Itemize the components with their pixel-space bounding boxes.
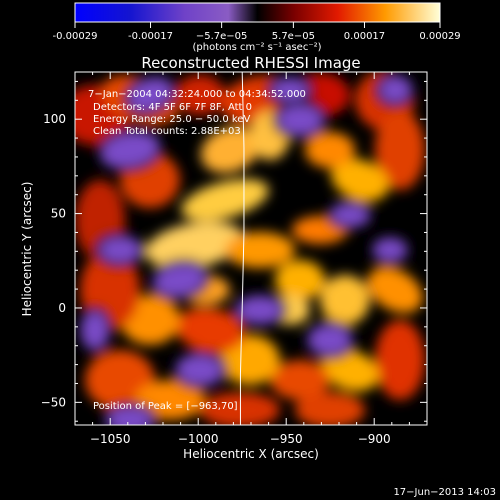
heatmap-positive-region — [175, 307, 245, 353]
heatmap-negative-region — [108, 408, 152, 425]
y-axis-label: Heliocentric Y (arcsec) — [20, 182, 34, 317]
annotation-energy: Energy Range: 25.0 − 50.0 keV — [93, 114, 250, 125]
heatmap-negative-region — [272, 80, 308, 100]
image-annotations: 7−Jan−2004 04:32:24.000 to 04:34:52.000 … — [88, 89, 306, 412]
y-tick-label: 50 — [51, 207, 66, 221]
solar-limb-line — [239, 72, 245, 425]
x-tick-label: −900 — [358, 432, 391, 446]
heatmap-positive-region — [375, 110, 425, 190]
heatmap-negative-region — [278, 106, 322, 134]
heatmap-negative-region — [128, 79, 172, 111]
colorbar-tick-label: -0.00029 — [53, 31, 98, 42]
colorbar-ticks: -0.00029 -0.00017 −5.7e−05 5.7e−05 0.00017 0.… — [53, 22, 461, 42]
y-axis: −50 0 50 100 — [41, 80, 427, 422]
heatmap-image — [75, 72, 425, 425]
heatmap-positive-region — [330, 158, 390, 202]
heatmap-positive-region — [270, 360, 330, 400]
heatmap-negative-region — [102, 133, 158, 167]
colorbar-tick-label: 0.00017 — [344, 31, 385, 42]
colorbar-units: (photons cm⁻² s⁻¹ asec⁻²) — [192, 42, 321, 53]
plot-area — [74, 71, 428, 426]
footer-date: 17−Jun−2013 14:03 — [393, 487, 496, 498]
peak-position-label: Position of Peak = [−963,70] — [93, 401, 238, 412]
x-tick-label: −950 — [270, 432, 303, 446]
colorbar-tick-label: -0.00017 — [128, 31, 173, 42]
x-axis-label: Heliocentric X (arcsec) — [183, 447, 319, 461]
colorbar-gradient — [74, 2, 441, 23]
heatmap-negative-region — [155, 264, 205, 296]
heatmap-positive-region — [175, 75, 225, 115]
x-axis: −1050 −1000 −950 −900 — [90, 72, 410, 446]
annotation-detectors: Detectors: 4F 5F 6F 7F 8F, Att 0 — [93, 102, 252, 113]
heatmap-positive-region — [320, 275, 370, 325]
heatmap-negative-region — [310, 326, 350, 354]
heatmap-positive-region — [305, 132, 355, 168]
heatmap-positive-region — [181, 179, 269, 221]
colorbar: -0.00029 -0.00017 −5.7e−05 5.7e−05 0.00017 0.… — [53, 2, 461, 53]
heatmap-positive-region — [295, 392, 365, 425]
heatmap-positive-region — [375, 320, 425, 400]
y-tick-label: −50 — [41, 395, 66, 409]
y-tick-label: 100 — [43, 112, 66, 126]
heatmap-positive-region — [225, 232, 295, 268]
y-tick-label: 0 — [58, 301, 66, 315]
x-tick-label: −1050 — [90, 432, 131, 446]
annotation-time-range: 7−Jan−2004 04:32:24.000 to 04:34:52.000 — [88, 89, 306, 100]
colorbar-tick-label: 5.7e−05 — [272, 31, 315, 42]
heatmap-negative-region — [238, 298, 282, 322]
x-tick-label: −1000 — [178, 432, 219, 446]
heatmap-positive-region — [145, 221, 245, 269]
heatmap-negative-region — [332, 205, 368, 225]
heatmap-negative-region — [83, 312, 107, 348]
colorbar-tick-label: 0.00029 — [419, 31, 460, 42]
heatmap-negative-region — [178, 356, 222, 384]
heatmap-positive-region — [275, 260, 325, 300]
heatmap-negative-region — [100, 238, 140, 262]
colorbar-tick-label: −5.7e−05 — [196, 31, 248, 42]
heatmap-positive-region — [367, 267, 423, 313]
heatmap-negative-region — [375, 240, 405, 260]
heatmap-negative-region — [380, 78, 410, 102]
annotation-clean: Clean Total counts: 2.88E+03 — [93, 126, 241, 137]
chart-title: Reconstructed RHESSI Image — [141, 54, 360, 72]
heatmap-positive-region — [200, 126, 260, 174]
